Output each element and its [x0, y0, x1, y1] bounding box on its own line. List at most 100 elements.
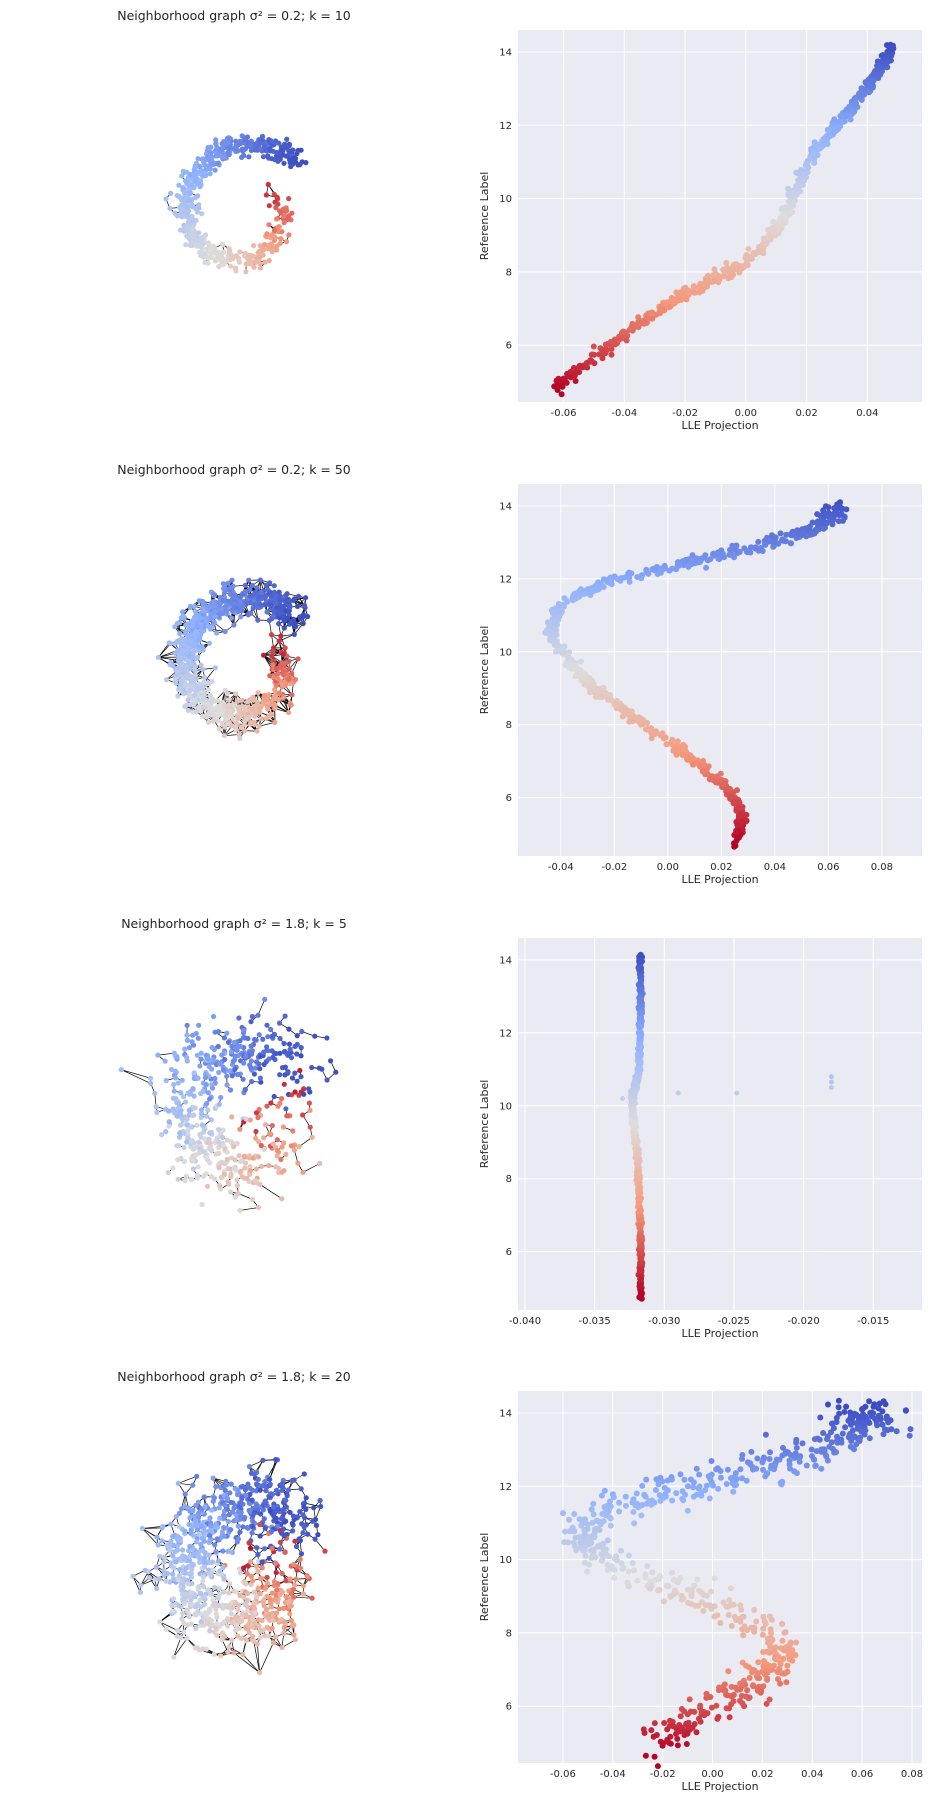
graph-node [168, 1521, 174, 1527]
graph-node [221, 249, 227, 255]
graph-node [299, 1028, 305, 1035]
graph-node [255, 1476, 261, 1482]
graph-node [209, 604, 215, 610]
scatter-point [731, 800, 738, 807]
graph-node [264, 1022, 270, 1028]
graph-node [228, 1174, 234, 1180]
graph-node [186, 198, 192, 204]
graph-node [198, 708, 204, 714]
graph-node [256, 594, 262, 600]
scatter-point [721, 781, 728, 788]
scatter-point [634, 1170, 641, 1176]
graph-node [238, 1158, 244, 1164]
scatter-point [577, 658, 584, 665]
graph-node [182, 703, 188, 710]
scatter-point [742, 254, 749, 261]
graph-node [197, 1063, 203, 1069]
graph-node [130, 1573, 136, 1579]
graph-node [228, 1189, 234, 1195]
graph-node [231, 1144, 237, 1150]
graph-node [217, 1183, 223, 1189]
scatter-point [739, 804, 746, 810]
graph-node [225, 1649, 231, 1655]
graph-node [208, 1527, 214, 1534]
graph-node [300, 1169, 306, 1175]
graph-node [194, 1473, 200, 1479]
graph-node [168, 1539, 174, 1545]
graph-node [246, 577, 252, 583]
graph-node [184, 1058, 190, 1064]
graph-node [221, 1067, 227, 1073]
scatter-point [628, 708, 635, 715]
scatter-point [712, 779, 719, 786]
graph-node [292, 676, 299, 683]
scatter-point [825, 133, 832, 140]
graph-node [258, 1053, 264, 1059]
y-tick-label: 10 [499, 194, 512, 205]
graph-node [191, 1146, 197, 1152]
graph-node [237, 1529, 243, 1535]
graph-node [282, 617, 288, 623]
graph-node [157, 1619, 163, 1625]
graph-node [189, 204, 196, 210]
graph-node [289, 210, 295, 216]
scatter-point [572, 595, 579, 602]
graph-node [238, 614, 244, 620]
graph-node [282, 1064, 288, 1070]
graph-node [265, 181, 271, 188]
scatter-point [649, 730, 656, 737]
scatter-point [690, 283, 697, 290]
scatter-point [629, 1099, 636, 1106]
graph-node [207, 1628, 213, 1634]
scatter-point [843, 506, 850, 513]
graph-node [257, 1591, 263, 1597]
y-tick-label: 10 [499, 1101, 512, 1112]
graph-node [228, 615, 235, 621]
graph-node [194, 1052, 200, 1058]
graph-node [289, 1075, 296, 1081]
graph-node [281, 160, 287, 166]
x-tick-label: -0.04 [611, 408, 637, 419]
graph-node [292, 1043, 298, 1049]
graph-node [296, 1144, 302, 1150]
scatter-point [858, 90, 865, 97]
graph-node [216, 1165, 222, 1171]
scatter-point [607, 338, 614, 345]
x-tick-label: 0.00 [657, 862, 679, 873]
graph-node [222, 724, 228, 730]
graph-node [277, 240, 283, 247]
graph-node [276, 1165, 282, 1171]
graph-node [196, 703, 202, 710]
graph-node [227, 136, 233, 142]
graph-node [305, 613, 311, 620]
graph-node [225, 598, 231, 604]
graph-node [255, 1114, 261, 1121]
scatter-point [762, 541, 769, 548]
graph-node [179, 1591, 186, 1597]
graph-node [176, 193, 182, 200]
graph-node [290, 1128, 296, 1134]
graph-node [234, 140, 240, 146]
graph-node [216, 1139, 222, 1145]
graph-node [262, 1122, 269, 1128]
graph-node [261, 144, 267, 150]
graph-node [286, 196, 292, 202]
scatter-point [765, 226, 772, 233]
graph-node [286, 232, 292, 238]
scatter-point [866, 89, 873, 96]
graph-node [276, 638, 282, 644]
graph-node [196, 202, 202, 208]
graph-node [235, 1607, 241, 1613]
scatter-point [779, 536, 786, 543]
graph-node [201, 679, 207, 685]
graph-node [118, 1067, 124, 1073]
scatter-point [589, 351, 596, 358]
graph-node [263, 1585, 269, 1591]
graph-node [268, 632, 275, 638]
graph-node [282, 1048, 288, 1054]
graph-node [166, 1119, 172, 1125]
graph-node [257, 1670, 263, 1676]
graph-node [297, 162, 303, 168]
graph-node [275, 1506, 281, 1512]
graph-node [208, 612, 214, 618]
